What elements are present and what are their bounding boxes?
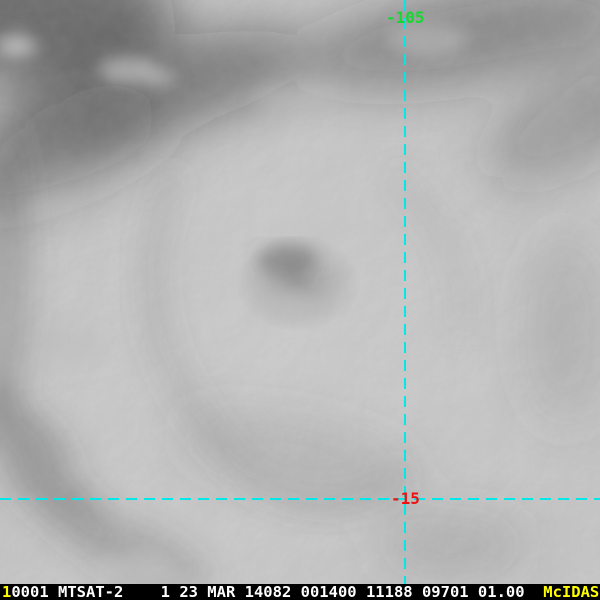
status-bar: 1 0001 MTSAT-2 1 23 MAR 14082 001400 1118… xyxy=(0,584,600,600)
crosshair-top-label: -105 xyxy=(386,8,425,27)
crosshair-horizontal-line xyxy=(0,498,600,500)
frame-number: 1 xyxy=(2,583,12,600)
mcidas-brand-label: McIDAS xyxy=(543,583,600,600)
status-text: 0001 MTSAT-2 1 23 MAR 14082 001400 11188… xyxy=(11,583,544,600)
crosshair-intersection-label: -15 xyxy=(391,489,420,508)
crosshair-vertical-line xyxy=(404,0,406,584)
